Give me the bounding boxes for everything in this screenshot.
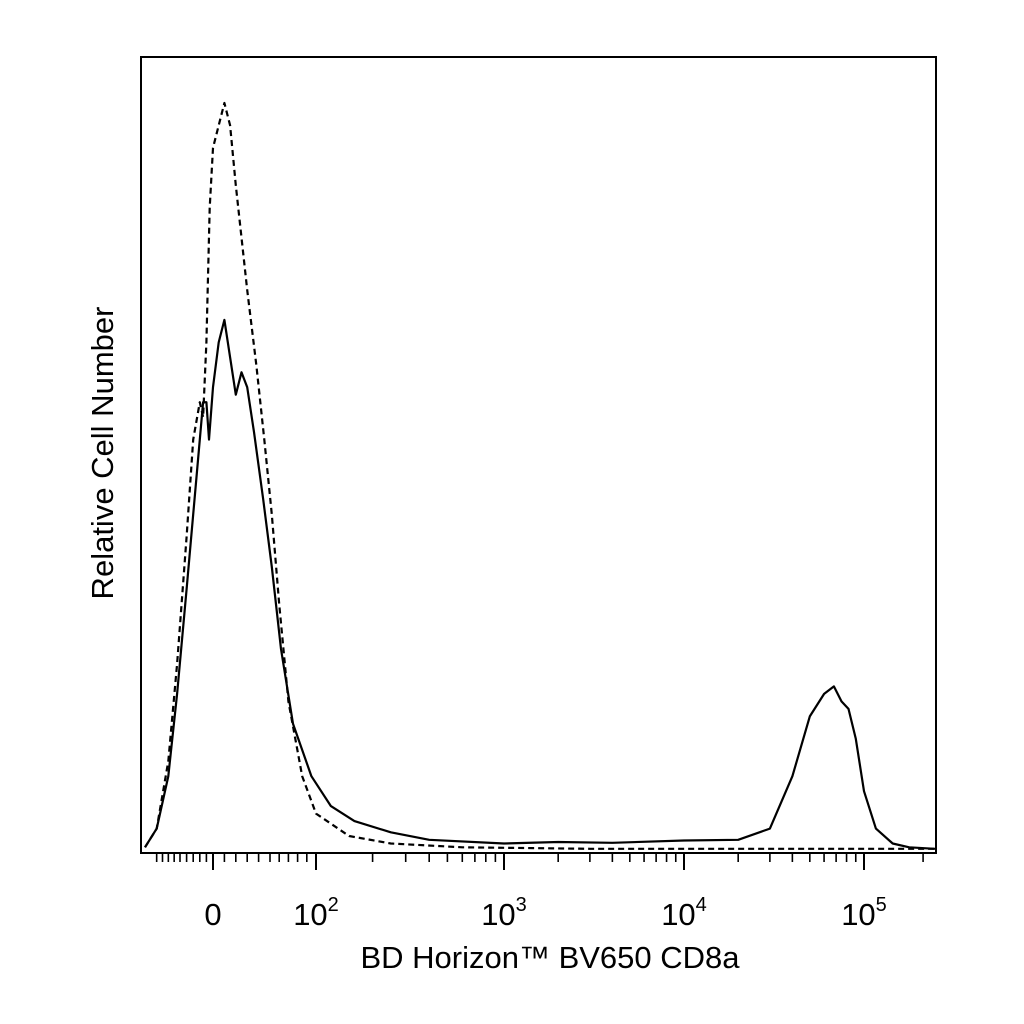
plot-frame	[140, 56, 937, 854]
series-layer	[144, 101, 936, 850]
x-tick-labels: 0 102 103 104 105	[204, 894, 886, 932]
x-tick-label: 0	[204, 897, 221, 932]
minor-ticks	[155, 853, 924, 862]
series-line-solid	[144, 318, 936, 850]
x-tick-label: 102	[293, 894, 339, 932]
x-tick-label: 104	[661, 894, 707, 932]
major-ticks	[212, 853, 865, 870]
x-tick-label: 103	[481, 894, 527, 932]
y-axis-title: Relative Cell Number	[85, 307, 120, 600]
x-tick-label: 105	[841, 894, 887, 932]
series-line-dashed	[144, 101, 935, 850]
x-axis-title: BD Horizon™ BV650 CD8a	[360, 940, 740, 975]
